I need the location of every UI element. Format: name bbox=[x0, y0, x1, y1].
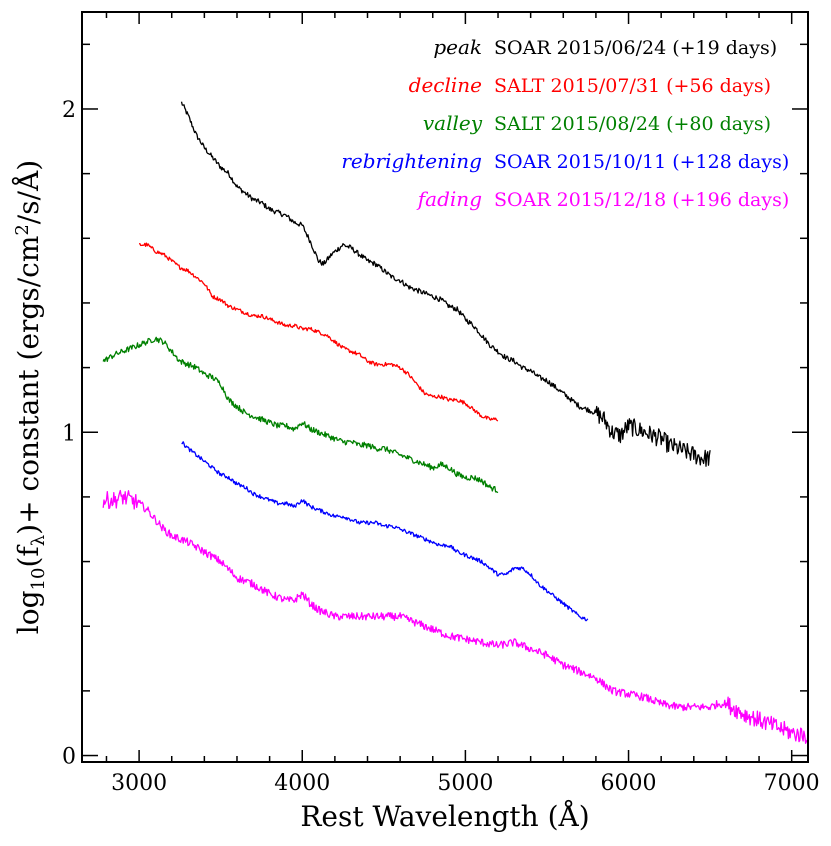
legend-label-peak: SOAR 2015/06/24 (+19 days) bbox=[494, 37, 777, 59]
y-axis-title-mid: )+ constant (ergs/cm bbox=[12, 236, 45, 535]
x-axis-title: Rest Wavelength (Å) bbox=[300, 800, 589, 833]
legend-name-fading: fading bbox=[416, 187, 482, 211]
series-line-fading bbox=[102, 489, 809, 744]
y-tick-label: 2 bbox=[62, 98, 76, 123]
legend-name-valley: valley bbox=[423, 111, 483, 135]
y-axis-title-sub10: 10 bbox=[28, 568, 49, 591]
y-axis-title: log10(fλ)+ constant (ergs/cm2/s/Å) bbox=[12, 160, 49, 634]
legend-label-fading: SOAR 2015/12/18 (+196 days) bbox=[494, 189, 789, 211]
legend-label-decline: SALT 2015/07/31 (+56 days) bbox=[494, 75, 771, 97]
x-tick-label: 4000 bbox=[274, 771, 330, 796]
legend-name-peak: peak bbox=[433, 35, 482, 59]
x-tick-label: 3000 bbox=[111, 771, 167, 796]
legend-label-valley: SALT 2015/08/24 (+80 days) bbox=[494, 113, 771, 135]
legend-label-rebrightening: SOAR 2015/10/11 (+128 days) bbox=[494, 151, 789, 173]
plot-frame bbox=[81, 11, 809, 763]
x-tick-label: 5000 bbox=[437, 771, 493, 796]
y-axis-title-log: log bbox=[12, 590, 45, 634]
series-line-peak bbox=[180, 101, 711, 467]
legend: peak SOAR 2015/06/24 (+19 days) decline SAL… bbox=[341, 35, 789, 211]
y-axis-title-f: (f bbox=[12, 544, 45, 568]
series-line-valley bbox=[102, 336, 499, 494]
y-tick-label: 0 bbox=[62, 745, 76, 770]
legend-name-rebrightening: rebrightening bbox=[341, 149, 482, 173]
x-tick-label: 6000 bbox=[601, 771, 657, 796]
series-layer bbox=[102, 101, 809, 744]
y-axis-title-tail: /s/Å) bbox=[12, 160, 45, 224]
series-line-decline bbox=[139, 242, 499, 422]
series-line-rebrightening bbox=[181, 441, 589, 622]
ticks-layer bbox=[82, 12, 808, 762]
y-axis-title-sup2: 2 bbox=[12, 224, 33, 235]
y-axis-title-lambda: λ bbox=[28, 535, 49, 546]
legend-name-decline: decline bbox=[409, 73, 482, 97]
tick-labels-layer: 3000 4000 5000 6000 7000 0 1 2 bbox=[62, 98, 820, 796]
x-tick-label: 7000 bbox=[764, 771, 820, 796]
y-tick-label: 1 bbox=[62, 421, 76, 446]
